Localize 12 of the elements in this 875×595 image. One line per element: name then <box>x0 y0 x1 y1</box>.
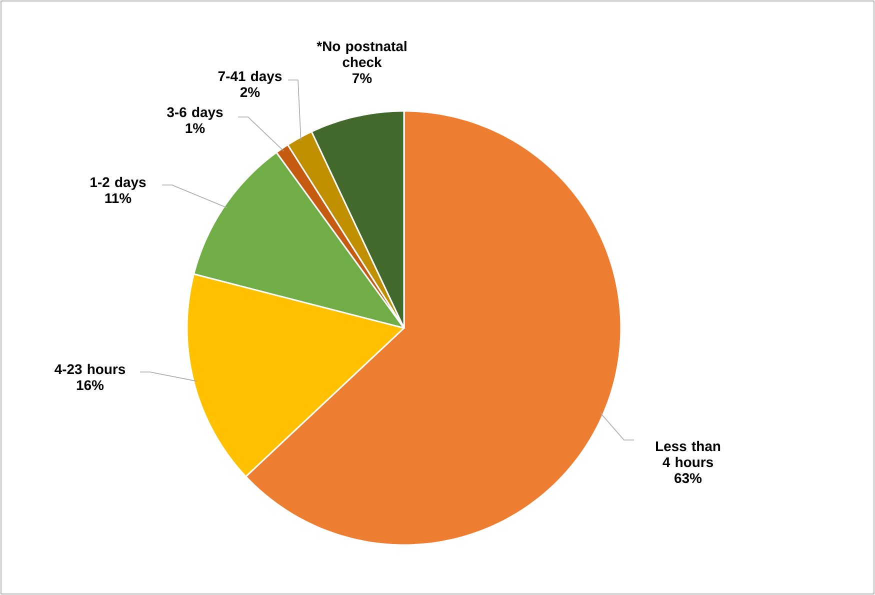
slice-label: 4-23 hours <box>54 364 126 374</box>
data-label: 1% <box>186 123 205 134</box>
data-label: 63% <box>674 473 702 484</box>
slice-label: 7-41 days <box>218 70 282 84</box>
data-label: 7% <box>352 73 372 84</box>
slice-label: 1-2 days <box>90 176 146 190</box>
slice-label: Less than 4 hours <box>656 440 720 468</box>
data-label: 16% <box>76 380 104 390</box>
data-label: 2% <box>240 87 260 98</box>
data-label: 11% <box>105 193 132 204</box>
slice-label: 3-6 days <box>167 106 223 120</box>
slice-label: *No postnatal check <box>316 40 406 68</box>
